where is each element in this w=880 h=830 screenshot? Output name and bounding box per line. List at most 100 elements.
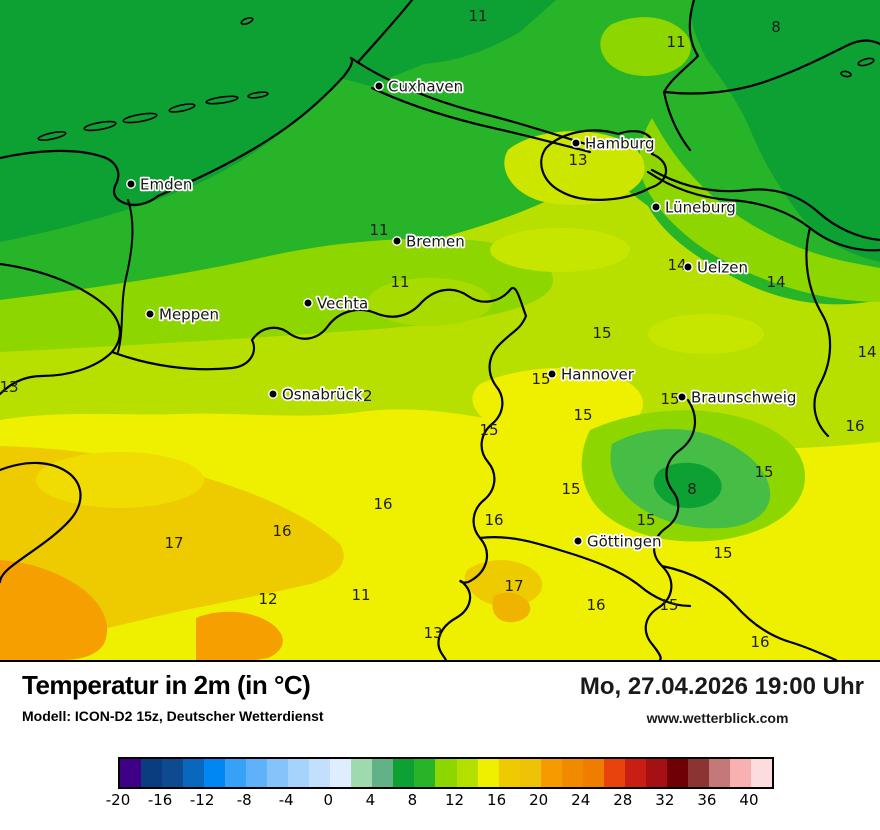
city-label: Hannover xyxy=(561,366,635,384)
colorbar-segment xyxy=(309,759,331,787)
temperature-reading: 15 xyxy=(636,511,655,529)
city-label: Göttingen xyxy=(587,533,662,551)
temperature-reading: 15 xyxy=(531,370,550,388)
colorbar-segment xyxy=(624,759,646,787)
city-dot xyxy=(677,392,687,402)
colorbar-segment xyxy=(603,759,625,787)
city-marker-cuxhaven: Cuxhaven xyxy=(374,76,465,97)
temperature-colorbar xyxy=(118,757,774,789)
border-hamburg xyxy=(540,129,668,201)
temperature-reading: 8 xyxy=(687,480,697,498)
colorbar-segment xyxy=(708,759,730,787)
temperature-reading: 15 xyxy=(660,390,679,408)
temperature-reading: 15 xyxy=(592,324,611,342)
colorbar-segment xyxy=(246,759,268,787)
city-marker-bremen: Bremen xyxy=(392,231,466,252)
temperature-reading: 13 xyxy=(423,624,442,642)
map-region-orange-patch xyxy=(196,611,283,660)
city-dot xyxy=(573,536,583,546)
model-subtitle: Modell: ICON-D2 15z, Deutscher Wetterdie… xyxy=(22,708,324,724)
colorbar-segment xyxy=(729,759,751,787)
colorbar-tick-label: 4 xyxy=(365,791,376,809)
ems-river xyxy=(117,199,134,353)
colorbar-segment xyxy=(435,759,457,787)
map-tint xyxy=(490,228,630,272)
temperature-reading: 16 xyxy=(845,417,864,435)
colorbar-segment xyxy=(687,759,709,787)
city-dot xyxy=(392,236,402,246)
colorbar-tick-label: -20 xyxy=(105,791,131,809)
map-tint xyxy=(648,314,764,354)
temperature-reading: 16 xyxy=(484,511,503,529)
coastline-elbe-north xyxy=(349,56,594,148)
colorbar-tick-label: 24 xyxy=(571,791,591,809)
temperature-readings: 11 8 11 13 11 14 14 11 15 14 15 13 12 15 15 16 15 15 8 15 16… xyxy=(0,7,877,651)
colorbar-tick-label: 32 xyxy=(655,791,675,809)
colorbar-segment xyxy=(204,759,226,787)
temperature-reading: 17 xyxy=(164,534,183,552)
temperature-reading: 14 xyxy=(857,343,876,361)
colorbar-segment xyxy=(372,759,394,787)
map-region-hamburg-patch xyxy=(504,131,645,206)
city-dot xyxy=(571,138,581,148)
temperature-reading: 11 xyxy=(369,221,388,239)
colorbar-segment xyxy=(330,759,352,787)
colorbar-segment xyxy=(267,759,289,787)
colorbar-tick-label: 40 xyxy=(739,791,759,809)
colorbar-segment xyxy=(141,759,163,787)
colorbar-segment xyxy=(225,759,247,787)
map-region-orange-corner xyxy=(0,560,108,660)
city-marker-emden: Emden xyxy=(126,174,194,195)
map-region-sea-northeast xyxy=(690,0,880,262)
colorbar-segment xyxy=(582,759,604,787)
colorbar-segment xyxy=(393,759,415,787)
temperature-reading: 11 xyxy=(351,586,370,604)
temperature-reading: 14 xyxy=(766,273,785,291)
colorbar-tick-label: -4 xyxy=(278,791,294,809)
border-schleswig-holstein xyxy=(662,0,700,152)
colorbar-segment xyxy=(288,759,310,787)
colorbar-segment xyxy=(120,759,142,787)
colorbar-tick-label: 20 xyxy=(529,791,549,809)
temperature-reading: 13 xyxy=(568,151,587,169)
colorbar-segment xyxy=(498,759,520,787)
weather-map: 11 8 11 13 11 14 14 11 15 14 15 13 12 15 15 16 15 15 8 15 16… xyxy=(0,0,880,660)
city-label: Cuxhaven xyxy=(388,78,463,96)
temperature-reading: 12 xyxy=(258,590,277,608)
city-label: Hamburg xyxy=(585,135,655,153)
website-label: www.wetterblick.com xyxy=(646,710,789,726)
city-dot xyxy=(651,202,661,212)
temperature-reading: 15 xyxy=(713,544,732,562)
temperature-reading: 12 xyxy=(353,387,372,405)
city-dot xyxy=(268,389,278,399)
city-dot xyxy=(547,369,557,379)
city-label: Vechta xyxy=(317,295,368,313)
datetime-label: Mo, 27.04.2026 19:00 Uhr xyxy=(579,673,864,700)
temperature-reading: 15 xyxy=(659,596,678,614)
colorbar-tick-label: -8 xyxy=(236,791,252,809)
city-marker-lneburg: Lüneburg xyxy=(651,197,737,218)
city-dot xyxy=(374,81,384,91)
colorbar-segment xyxy=(540,759,562,787)
temperature-reading: 16 xyxy=(586,596,605,614)
temperature-reading: 8 xyxy=(771,18,781,36)
colorbar-segment xyxy=(750,759,772,787)
colorbar-segment xyxy=(666,759,688,787)
colorbar-segment xyxy=(414,759,436,787)
colorbar-tick-label: 28 xyxy=(613,791,633,809)
temperature-reading: 15 xyxy=(754,463,773,481)
colorbar-tick-label: 8 xyxy=(407,791,418,809)
temperature-reading: 14 xyxy=(667,256,686,274)
map-region-hannover-patch xyxy=(472,367,643,441)
city-label: Uelzen xyxy=(697,259,748,277)
map-area: 11 8 11 13 11 14 14 11 15 14 15 13 12 15 15 16 15 15 8 15 16… xyxy=(0,0,880,662)
city-dot xyxy=(683,262,693,272)
colorbar-segment xyxy=(351,759,373,787)
colorbar-tick-label: 36 xyxy=(697,791,717,809)
colorbar-segment xyxy=(645,759,667,787)
city-marker-gttingen: Göttingen xyxy=(573,531,663,552)
map-tint xyxy=(368,278,492,326)
border-northeast xyxy=(646,170,880,438)
border-goettingen xyxy=(478,536,692,608)
page-title: Temperatur in 2m (in °C) xyxy=(22,670,311,700)
